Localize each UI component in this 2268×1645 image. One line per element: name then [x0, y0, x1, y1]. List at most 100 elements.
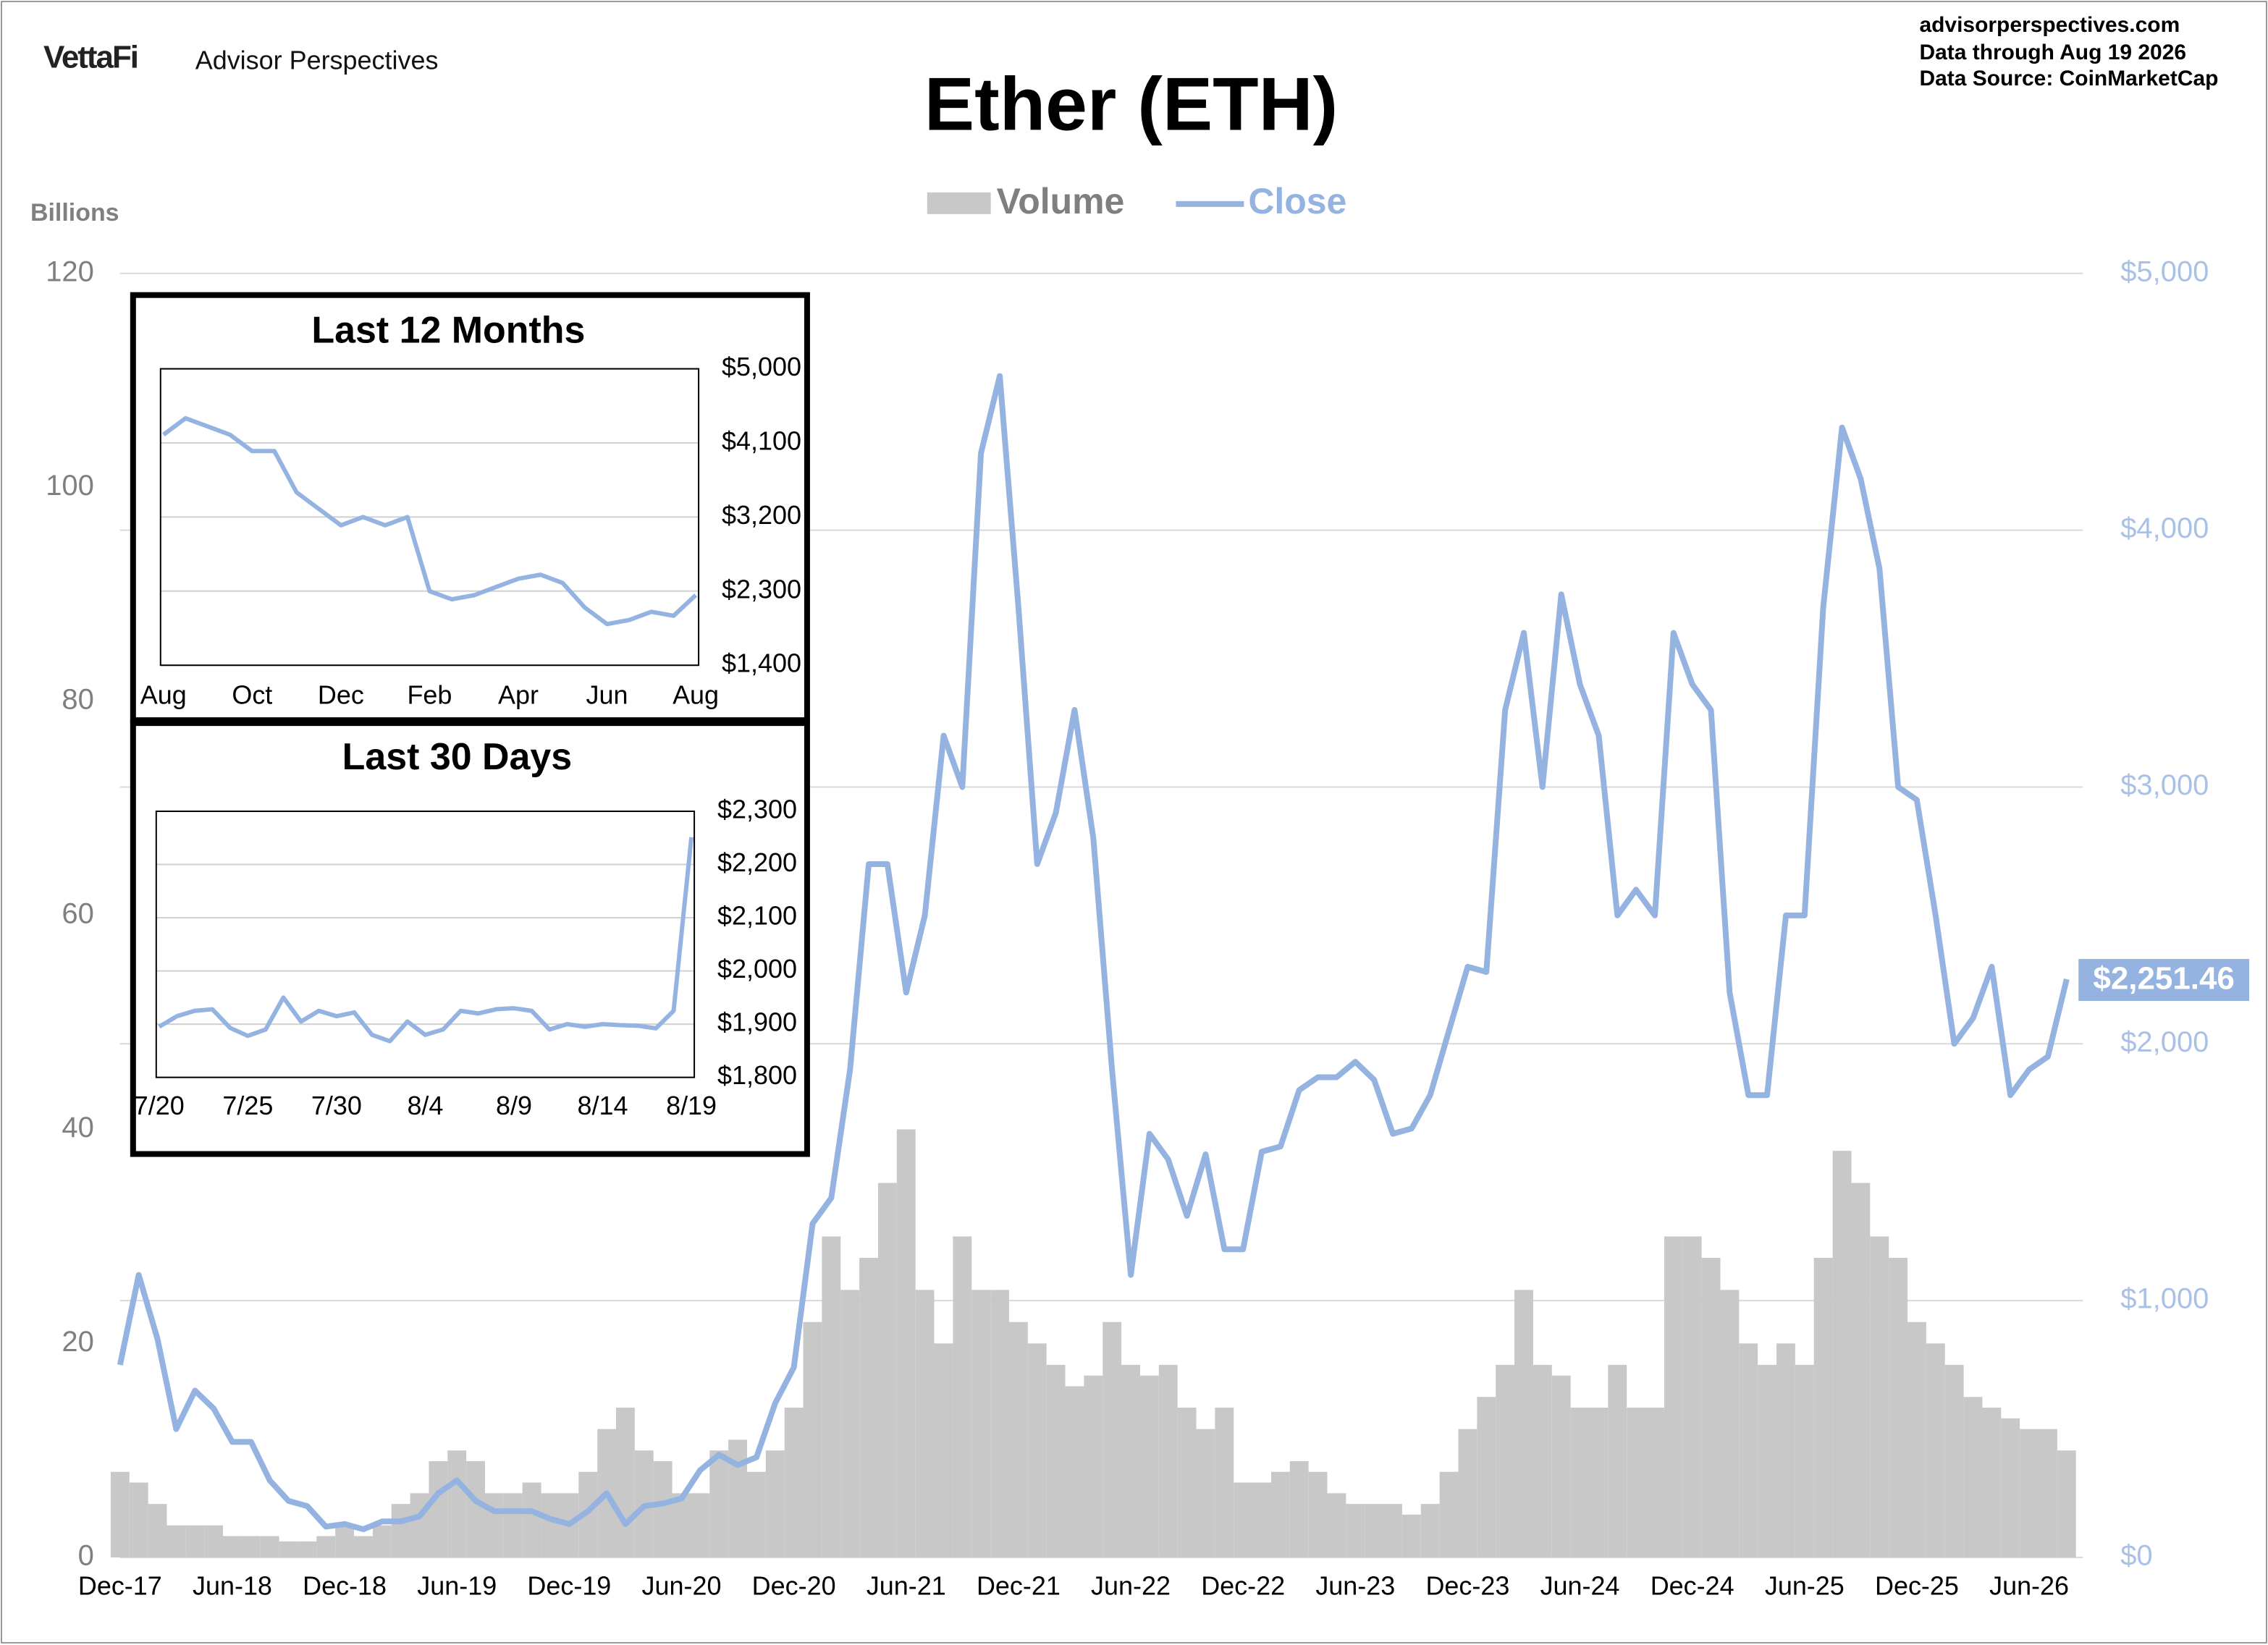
x-tick-label: Apr — [498, 680, 539, 710]
volume-bar — [1027, 1343, 1047, 1558]
volume-bar — [1327, 1493, 1346, 1558]
volume-bar — [1533, 1364, 1552, 1558]
volume-bar — [1608, 1364, 1627, 1558]
x-tick-label: Aug — [140, 680, 187, 710]
x-tick-label: Dec-19 — [527, 1570, 611, 1600]
chart-title: Ether (ETH) — [924, 62, 1338, 146]
volume-bar — [429, 1460, 448, 1558]
y-tick-label: 40 — [62, 1112, 93, 1143]
plot-frame — [159, 368, 700, 667]
volume-bar — [223, 1536, 242, 1558]
volume-bar — [1308, 1471, 1328, 1558]
x-tick-label: Dec-18 — [303, 1570, 387, 1600]
volume-bar — [1289, 1460, 1309, 1558]
y-tick-label: $3,200 — [722, 500, 801, 530]
x-tick-label: 8/9 — [496, 1091, 532, 1120]
x-tick-label: 8/4 — [407, 1091, 443, 1120]
volume-bar — [466, 1460, 486, 1558]
x-tick-label: Feb — [407, 680, 452, 710]
volume-bar — [1889, 1258, 1908, 1558]
x-tick-label: Jun-21 — [867, 1570, 946, 1600]
volume-bar — [1832, 1151, 1852, 1558]
y2-tick-label: $0 — [2120, 1540, 2152, 1572]
volume-bar — [953, 1236, 972, 1558]
volume-bar — [1701, 1258, 1721, 1558]
volume-bar — [2020, 1429, 2039, 1558]
value-label: $2,251.46 — [2093, 961, 2234, 997]
volume-bar — [1234, 1482, 1253, 1558]
volume-bar — [1664, 1236, 1683, 1558]
volume-bar — [410, 1493, 429, 1558]
volume-bar — [316, 1536, 336, 1558]
price-line — [158, 837, 694, 1044]
volume-bar — [129, 1482, 148, 1558]
volume-bar — [1420, 1504, 1440, 1558]
y-tick-label: 120 — [46, 255, 94, 287]
volume-bar — [391, 1504, 410, 1558]
volume-bar — [2057, 1450, 2076, 1558]
inset-box — [130, 720, 810, 1157]
volume-bar — [1365, 1504, 1384, 1558]
x-tick-label: Jun-25 — [1765, 1570, 1845, 1600]
x-tick-label: 8/14 — [578, 1091, 628, 1120]
x-tick-label: Jun-22 — [1091, 1570, 1171, 1600]
volume-bar — [784, 1408, 804, 1558]
volume-bar — [1551, 1375, 1571, 1558]
volume-bar — [1158, 1364, 1178, 1558]
volume-bar — [1008, 1322, 1028, 1558]
legend-swatch — [927, 192, 991, 214]
y-tick-label: 80 — [62, 684, 93, 716]
volume-bar — [672, 1493, 691, 1558]
data-source: Data Source: CoinMarketCap — [1919, 67, 2218, 90]
volume-bar — [260, 1536, 279, 1558]
volume-bar — [1252, 1482, 1271, 1558]
volume-bar — [934, 1343, 953, 1558]
volume-bar — [1795, 1364, 1814, 1558]
volume-bar — [110, 1471, 130, 1558]
volume-bar — [372, 1525, 392, 1558]
x-tick-label: Jun-26 — [1989, 1570, 2069, 1600]
volume-bar — [279, 1541, 298, 1558]
x-tick-label: 7/20 — [134, 1091, 185, 1120]
volume-bar — [803, 1322, 822, 1558]
x-tick-label: Jun — [586, 680, 628, 710]
y-tick-label: 0 — [78, 1540, 94, 1572]
volume-bar — [541, 1493, 560, 1558]
site: advisorperspectives.com — [1919, 13, 2180, 37]
y-tick-label: $4,100 — [722, 426, 801, 456]
volume-bar — [1870, 1236, 1889, 1558]
volume-bar — [1065, 1386, 1084, 1558]
legend-label: Close — [1248, 181, 1346, 221]
x-tick-label: Oct — [232, 680, 272, 710]
brand-subtitle: Advisor Perspectives — [195, 46, 439, 75]
volume-bar — [1758, 1364, 1777, 1558]
volume-bar — [840, 1290, 860, 1558]
volume-bar — [2001, 1418, 2020, 1558]
x-tick-label: Dec-24 — [1651, 1570, 1734, 1600]
price-line — [161, 415, 698, 627]
x-tick-label: 7/30 — [311, 1091, 362, 1120]
volume-bar — [746, 1471, 766, 1558]
volume-bar — [1720, 1290, 1740, 1558]
volume-bar — [1477, 1397, 1496, 1558]
y2-tick-label: $5,000 — [2120, 255, 2209, 287]
volume-bar — [2039, 1429, 2057, 1558]
volume-bar — [1682, 1236, 1702, 1558]
close-line — [117, 373, 2070, 1533]
volume-bar — [616, 1408, 635, 1558]
volume-bar — [1627, 1408, 1646, 1558]
x-tick-label: Jun-24 — [1540, 1570, 1620, 1600]
y-tick-label: $1,900 — [717, 1007, 797, 1037]
y-tick-label: $2,200 — [717, 847, 797, 877]
volume-bar — [185, 1525, 205, 1558]
x-tick-label: 8/19 — [666, 1091, 717, 1120]
volume-bar — [485, 1493, 504, 1558]
y-tick-label: $2,100 — [717, 901, 797, 931]
volume-bar — [1270, 1471, 1290, 1558]
volume-bar — [1121, 1364, 1140, 1558]
volume-bar — [1645, 1408, 1664, 1558]
x-tick-label: Dec-21 — [977, 1570, 1061, 1600]
volume-bar — [1982, 1408, 2002, 1558]
x-tick-label: Dec-25 — [1875, 1570, 1959, 1600]
volume-bar — [1963, 1397, 1983, 1558]
